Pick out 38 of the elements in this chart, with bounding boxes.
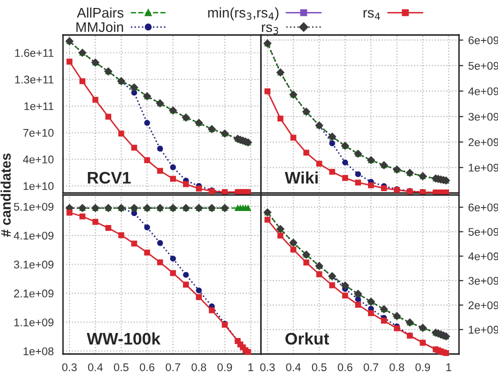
x-tick-label: 0.5 (114, 363, 128, 372)
y-tick-label: 1e+11 (24, 102, 54, 110)
y-tick-label: 1e+10 (24, 182, 54, 190)
x-tick-label: 1 (446, 363, 452, 372)
y-axis-title: # candidates (0, 153, 11, 237)
legend-label: rs$_{3}$ (262, 24, 278, 34)
annotation: WW-100k (86, 332, 161, 345)
y-tick-label: 3.1e+09 (14, 260, 54, 269)
x-tick-label: 1 (248, 363, 254, 372)
y-tick-label: 1.1e+09 (14, 318, 54, 326)
y-tick-label: 1.3e+11 (15, 76, 54, 84)
legend-label: MMJoin (76, 22, 124, 32)
x-tick-label: 0.6 (338, 363, 352, 372)
x-tick-label: 0.5 (312, 363, 326, 372)
y-tick-label: 5.1e+09 (14, 202, 54, 211)
x-tick-label: 0.3 (62, 363, 77, 372)
annotation: Wiki (284, 171, 318, 184)
y-tick-label: 4e+10 (23, 156, 54, 164)
x-tick-label: 0.9 (217, 363, 232, 372)
annotation: Orkut (285, 332, 330, 345)
y-tick-label: 7e+10 (23, 128, 54, 137)
x-tick-label: 0.3 (260, 363, 275, 372)
x-tick-label: 0.6 (140, 363, 154, 372)
annotation: RCV1 (88, 172, 131, 184)
x-tick-label: 0.8 (390, 363, 404, 372)
x-tick-label: 0.7 (364, 363, 378, 372)
x-tick-label: 0.4 (88, 363, 103, 372)
y-tick-label: 4.1e+09 (14, 232, 54, 240)
y-tick-label: 2.1e+09 (14, 290, 54, 298)
y-tick-label: 1e+08 (24, 347, 54, 356)
legend-label: AllPairs (76, 7, 124, 18)
x-tick-label: 0.8 (192, 363, 206, 372)
legend-label: rs$_{4}$ (364, 10, 380, 20)
x-tick-label: 0.7 (166, 363, 180, 372)
legend-label: min(rs$_{3}$,rs$_{4}$) (208, 7, 278, 20)
y-tick-label: 1.6e+11 (15, 49, 54, 57)
x-tick-label: 0.9 (415, 363, 430, 372)
x-tick-label: 0.4 (286, 363, 301, 372)
